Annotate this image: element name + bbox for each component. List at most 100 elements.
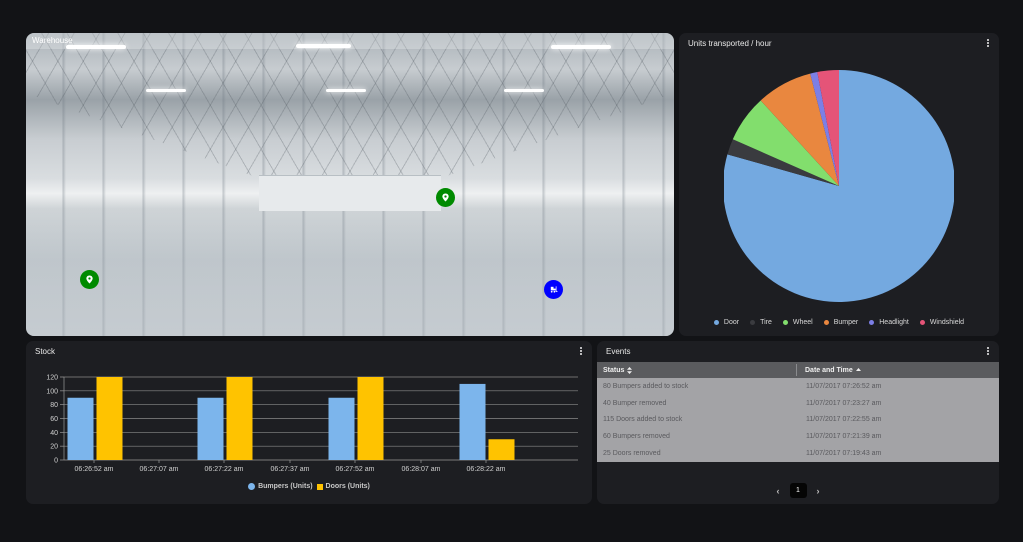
legend-square-icon	[316, 483, 323, 490]
events-table-body: 80 Bumpers added to stock 11/07/2017 07:2…	[597, 378, 999, 462]
warehouse-panel: Warehouse	[26, 33, 674, 336]
x-tick-label: 06:27:37 am	[271, 466, 310, 473]
table-row[interactable]: 25 Doors removed 11/07/2017 07:19:43 am	[597, 445, 999, 462]
status-cell: 60 Bumpers removed	[603, 433, 670, 441]
location-pin-marker[interactable]	[80, 270, 99, 289]
datetime-cell: 11/07/2017 07:19:43 am	[806, 450, 882, 458]
legend-label: Tire	[760, 319, 772, 326]
pie-legend-item-tire[interactable]: Tire	[750, 319, 772, 326]
legend-dot-icon	[713, 320, 719, 325]
y-tick-label: 100	[46, 388, 58, 395]
pie-slice-wheel[interactable]	[732, 100, 839, 186]
bar-doors[interactable]	[357, 377, 384, 460]
column-header-status-label: Status	[603, 366, 625, 374]
events-table: Status Date and Time 80 Bumpers added to…	[597, 362, 999, 462]
events-table-header: Status Date and Time	[597, 362, 999, 378]
ceiling-light	[296, 44, 351, 48]
datetime-cell: 11/07/2017 07:21:39 am	[806, 433, 882, 441]
location-pin-marker[interactable]	[436, 188, 455, 207]
datetime-cell: 11/07/2017 07:22:55 am	[806, 416, 882, 424]
sort-both-icon	[627, 366, 633, 374]
pie-slice-headlight[interactable]	[810, 72, 839, 186]
y-tick-label: 120	[46, 375, 58, 382]
pie-slice-windshield[interactable]	[817, 70, 839, 186]
legend-label: Wheel	[792, 319, 813, 326]
table-row[interactable]: 115 Doors added to stock 11/07/2017 07:22…	[597, 412, 999, 429]
ceiling-light	[551, 45, 611, 49]
legend-dot-icon	[782, 320, 788, 325]
legend-label: Bumpers (Units)	[258, 483, 313, 490]
pie-legend-item-windshield[interactable]: Windshield	[919, 319, 965, 326]
status-cell: 40 Bumper removed	[603, 399, 667, 407]
bar-bumpers[interactable]	[459, 383, 486, 460]
warehouse-title: Warehouse	[32, 36, 73, 45]
warehouse-title-bar	[26, 33, 674, 49]
datetime-cell: 11/07/2017 07:26:52 am	[806, 382, 882, 390]
stock-legend: Bumpers (Units) Doors (Units)	[26, 483, 592, 490]
pie-slice-tire[interactable]	[727, 139, 839, 186]
map-pin-icon	[442, 193, 449, 202]
pie-legend-item-headlight[interactable]: Headlight	[869, 319, 909, 326]
page-1-button[interactable]: 1	[789, 483, 807, 498]
legend-dot-icon	[919, 320, 925, 325]
legend-label: Door	[723, 319, 740, 326]
units-transported-panel: Units transported / hour Door Tire Wheel Bu…	[679, 33, 999, 336]
ceiling-light	[504, 89, 544, 92]
legend-dot-icon	[869, 320, 875, 325]
legend-label: Headlight	[879, 319, 909, 326]
table-row[interactable]: 40 Bumper removed 11/07/2017 07:23:27 am	[597, 395, 999, 412]
legend-dot-icon	[823, 320, 829, 325]
pie-legend-item-wheel[interactable]: Wheel	[782, 319, 813, 326]
bar-bumpers[interactable]	[67, 397, 94, 460]
column-header-date-label: Date and Time	[805, 366, 853, 374]
ceiling-light	[66, 45, 126, 49]
pie-chart-svg	[723, 70, 955, 302]
events-panel: Events Status Date and Time 80 Bumpers a…	[597, 341, 999, 504]
previous-page-button[interactable]: ‹	[776, 485, 780, 496]
bar-bumpers[interactable]	[197, 397, 224, 460]
y-tick-label: 0	[54, 458, 58, 465]
stock-panel-title: Stock	[35, 347, 56, 356]
column-header-date[interactable]: Date and Time	[797, 362, 999, 378]
x-tick-label: 06:26:52 am	[75, 466, 114, 473]
bar-doors[interactable]	[226, 377, 253, 460]
ceiling-light	[146, 89, 186, 92]
pie-panel-title: Units transported / hour	[688, 39, 772, 48]
stock-legend-item-bumpers[interactable]: Bumpers (Units)	[248, 483, 313, 490]
pie-panel-menu-button[interactable]	[985, 38, 991, 48]
forklift-icon	[550, 286, 558, 293]
bar-bumpers[interactable]	[328, 397, 355, 460]
legend-label: Doors (Units)	[325, 483, 370, 490]
status-cell: 115 Doors added to stock	[603, 416, 683, 424]
pagination: ‹ 1 ›	[597, 483, 999, 498]
legend-label: Bumper	[833, 319, 859, 326]
status-cell: 25 Doors removed	[603, 450, 661, 458]
pie-slice-bumper[interactable]	[760, 73, 839, 186]
x-tick-label: 06:27:22 am	[205, 466, 244, 473]
bar-doors[interactable]	[96, 377, 123, 460]
events-panel-title: Events	[606, 347, 631, 356]
stock-legend-item-doors[interactable]: Doors (Units)	[316, 483, 370, 490]
forklift-marker[interactable]	[544, 280, 563, 299]
sort-ascending-icon	[855, 368, 861, 371]
bar-doors[interactable]	[488, 439, 515, 460]
pie-legend-item-door[interactable]: Door	[713, 319, 740, 326]
warehouse-back-wall	[259, 175, 441, 212]
table-row[interactable]: 60 Bumpers removed 11/07/2017 07:21:39 am	[597, 428, 999, 445]
events-panel-menu-button[interactable]	[985, 346, 991, 356]
status-cell: 80 Bumpers added to stock	[603, 382, 689, 390]
column-header-status[interactable]: Status	[597, 364, 797, 376]
legend-circle-icon	[248, 483, 256, 490]
pie-legend-item-bumper[interactable]: Bumper	[823, 319, 859, 326]
legend-label: Windshield	[929, 319, 965, 326]
next-page-button[interactable]: ›	[816, 485, 820, 496]
y-tick-label: 20	[50, 444, 58, 451]
stock-panel-menu-button[interactable]	[578, 346, 584, 356]
stock-panel: Stock 0 20 40 60 80 100 120 06:26:52 am 06:27:07…	[26, 341, 592, 504]
legend-dot-icon	[750, 320, 756, 325]
datetime-cell: 11/07/2017 07:23:27 am	[806, 399, 882, 407]
table-row[interactable]: 80 Bumpers added to stock 11/07/2017 07:2…	[597, 378, 999, 395]
pie-legend: Door Tire Wheel Bumper Headlight Windshield	[679, 319, 999, 326]
x-tick-label: 06:27:07 am	[140, 466, 179, 473]
x-tick-label: 06:27:52 am	[336, 466, 375, 473]
